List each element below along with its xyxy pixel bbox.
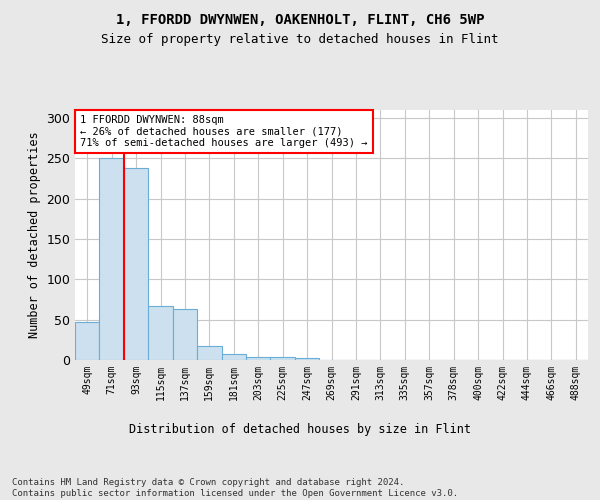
- Text: Distribution of detached houses by size in Flint: Distribution of detached houses by size …: [129, 422, 471, 436]
- Bar: [124, 168, 148, 360]
- Bar: [100, 158, 124, 360]
- Bar: [221, 354, 246, 360]
- Bar: [246, 357, 271, 360]
- Text: 1, FFORDD DWYNWEN, OAKENHOLT, FLINT, CH6 5WP: 1, FFORDD DWYNWEN, OAKENHOLT, FLINT, CH6…: [116, 12, 484, 26]
- Text: Size of property relative to detached houses in Flint: Size of property relative to detached ho…: [101, 32, 499, 46]
- Y-axis label: Number of detached properties: Number of detached properties: [28, 132, 41, 338]
- Bar: [173, 309, 197, 360]
- Bar: [295, 358, 319, 360]
- Text: 1 FFORDD DWYNWEN: 88sqm
← 26% of detached houses are smaller (177)
71% of semi-d: 1 FFORDD DWYNWEN: 88sqm ← 26% of detache…: [80, 115, 368, 148]
- Bar: [271, 357, 295, 360]
- Bar: [75, 322, 100, 360]
- Bar: [197, 346, 221, 360]
- Bar: [148, 306, 173, 360]
- Text: Contains HM Land Registry data © Crown copyright and database right 2024.
Contai: Contains HM Land Registry data © Crown c…: [12, 478, 458, 498]
